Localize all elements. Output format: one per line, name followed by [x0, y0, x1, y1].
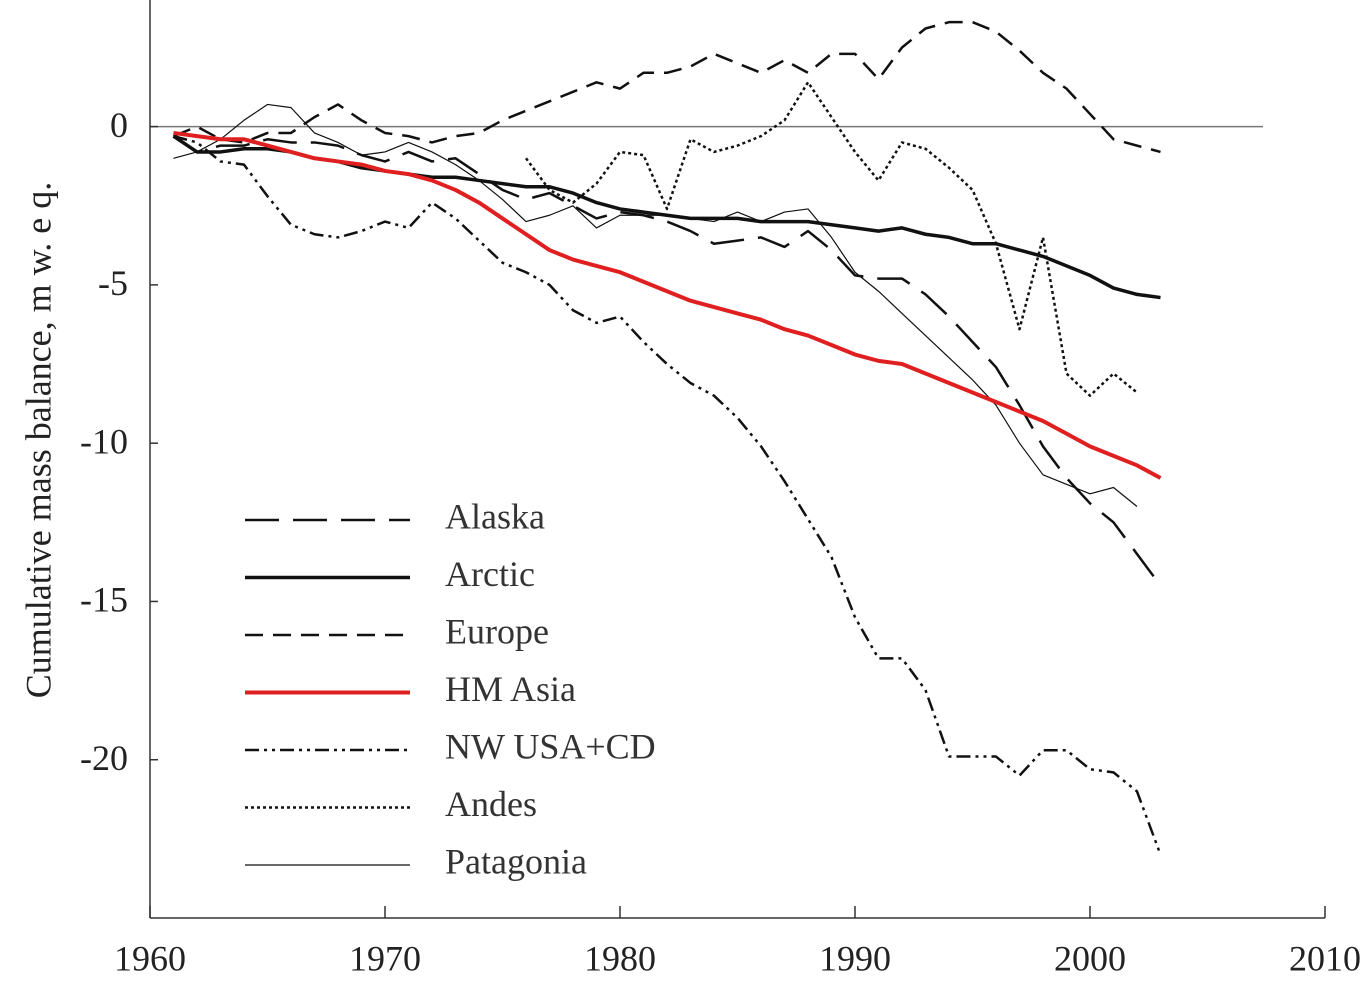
y-axis-label: Cumulative mass balance, m w. e q. [18, 182, 58, 699]
legend-label: Patagonia [445, 841, 587, 881]
x-tick-label: 1990 [819, 938, 891, 978]
legend-label: NW USA+CD [445, 726, 656, 766]
y-tick-label: 0 [110, 105, 128, 145]
y-tick-label: -10 [80, 421, 128, 461]
legend-label: HM Asia [445, 669, 576, 709]
y-tick-label: -5 [98, 263, 128, 303]
legend-label: Alaska [445, 496, 545, 536]
y-tick-label: -20 [80, 738, 128, 778]
series-line [174, 22, 1161, 152]
x-tick-label: 2000 [1054, 938, 1126, 978]
x-tick-label: 1970 [349, 938, 421, 978]
series-line [174, 104, 1138, 506]
legend-label: Europe [445, 611, 549, 651]
series-line [174, 136, 1161, 586]
x-tick-label: 1960 [114, 938, 186, 978]
series-line [526, 82, 1137, 395]
legend-label: Andes [445, 784, 537, 824]
legend-label: Arctic [445, 554, 535, 594]
y-tick-label: -15 [80, 580, 128, 620]
series-line [174, 136, 1161, 855]
chart: Cumulative mass balance, m w. e q. 1960 1… [0, 0, 1363, 987]
x-tick-label: 2010 [1289, 938, 1361, 978]
x-tick-label: 1980 [584, 938, 656, 978]
